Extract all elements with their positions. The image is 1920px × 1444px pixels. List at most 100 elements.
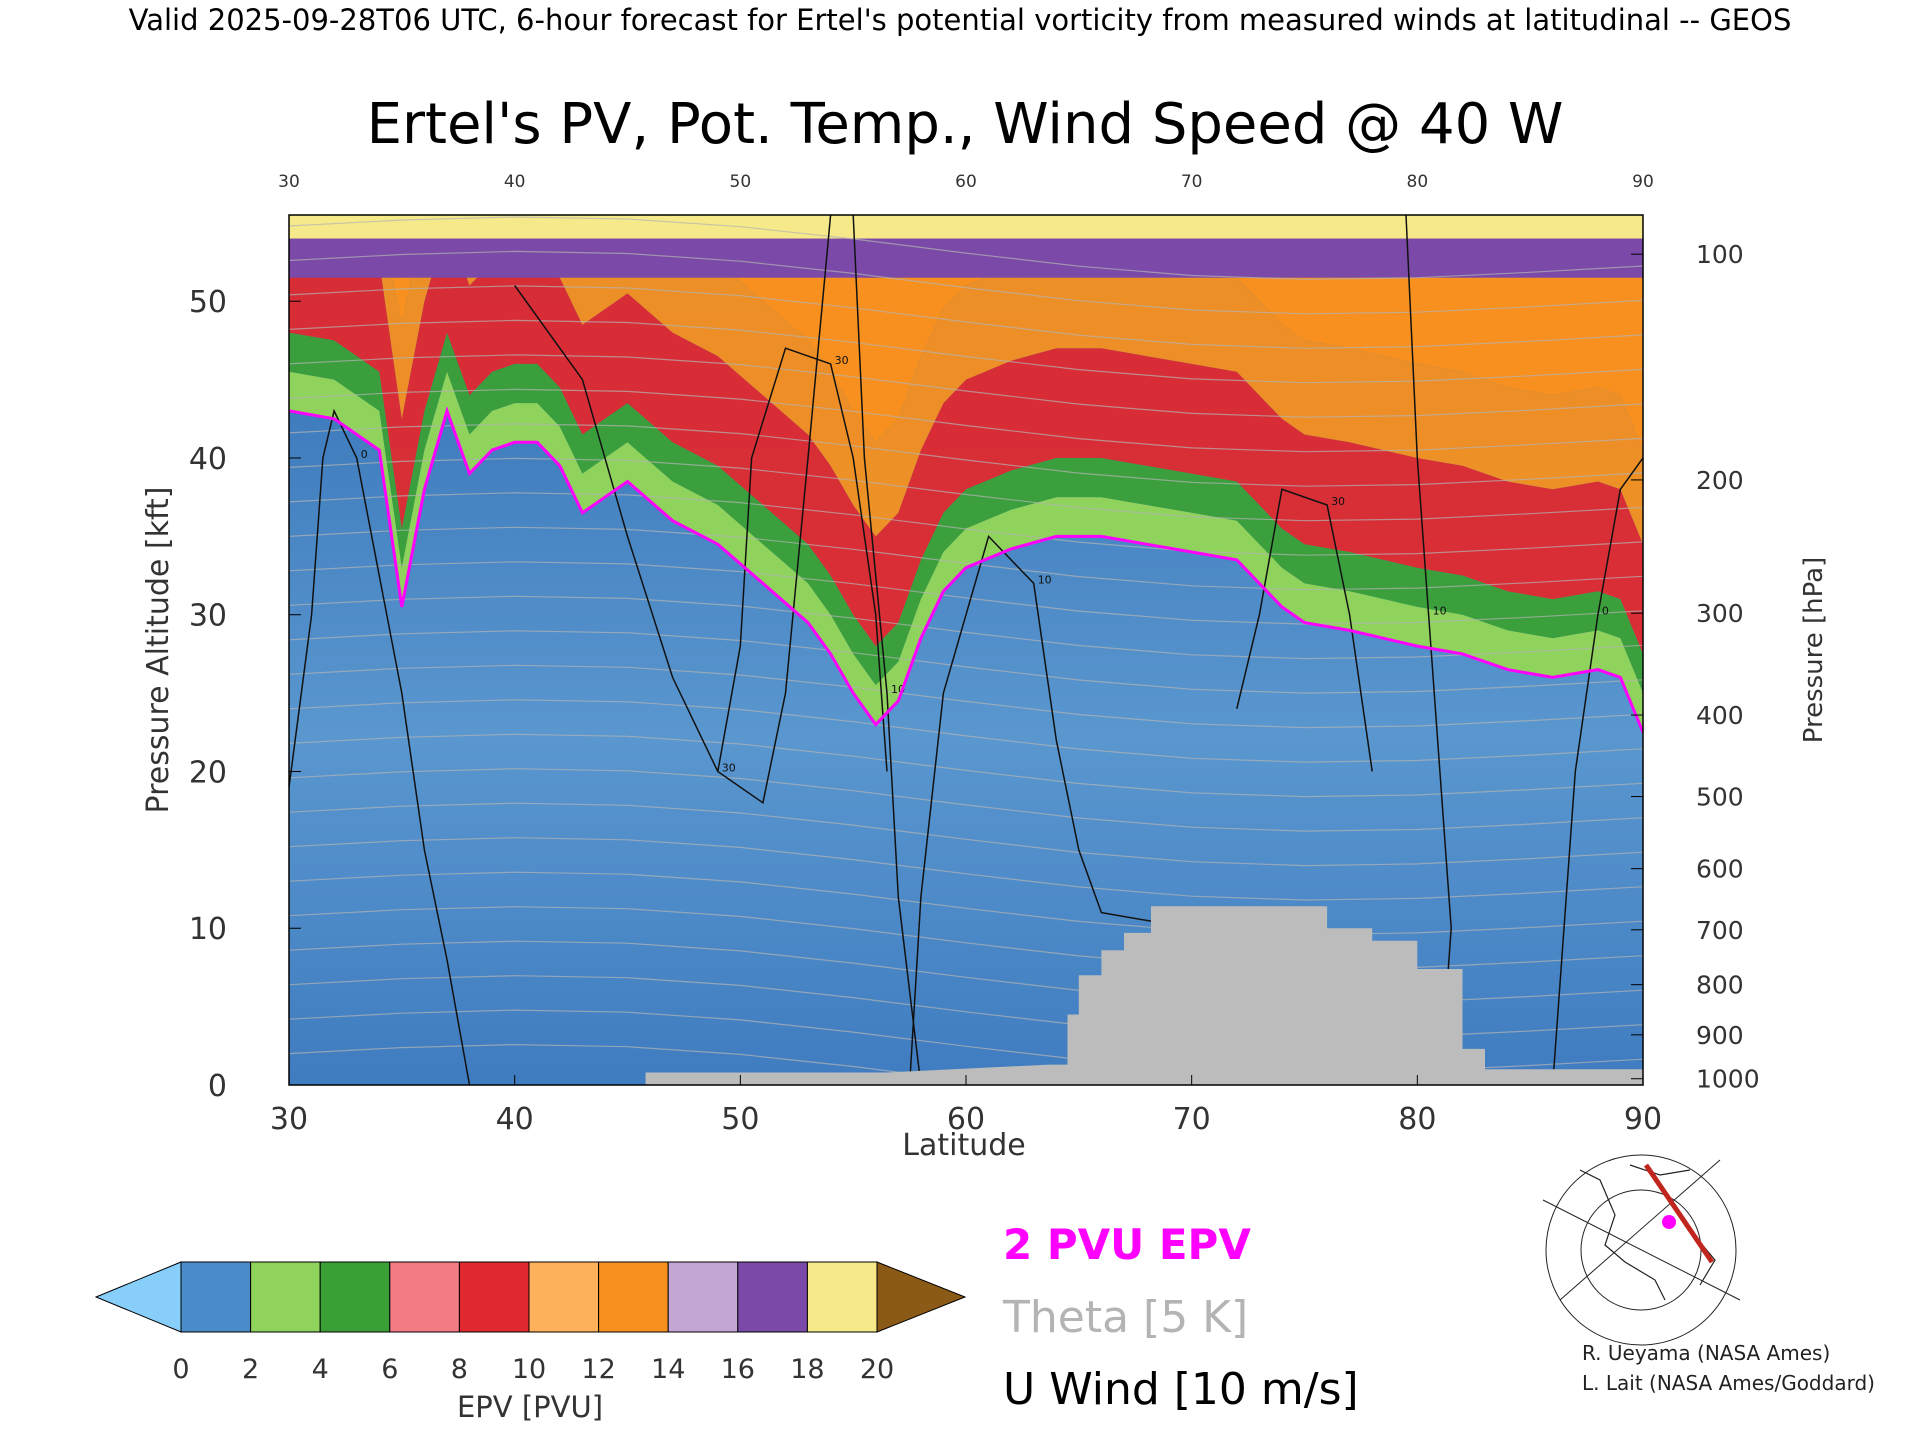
- wind-contour-30: [717, 347, 888, 772]
- y-tick-label-right: 200: [1696, 466, 1744, 495]
- x-tick-label-top: 50: [730, 172, 752, 192]
- y-axis-label-left: Pressure Altitude [kft]: [141, 487, 176, 814]
- theta-contour: [289, 733, 1643, 798]
- colorbar-swatch: [389, 1261, 460, 1333]
- credit-line-1: R. Ueyama (NASA Ames): [1582, 1341, 1830, 1365]
- colorbar-swatch: [528, 1261, 600, 1333]
- wind-contour-label: 0: [1602, 605, 1609, 618]
- y-tick-label-right: 600: [1696, 855, 1744, 884]
- theta-contour: [289, 871, 1643, 936]
- colorbar-swatch: [667, 1261, 739, 1333]
- theta-contour: [289, 630, 1643, 694]
- colorbar-tick-label: 4: [312, 1354, 329, 1385]
- y-tick-label-left: 20: [189, 755, 227, 790]
- theta-contour: [289, 561, 1643, 625]
- x-tick-label-bottom: 80: [1398, 1102, 1436, 1137]
- pv-band-purple: [289, 238, 1643, 278]
- terrain-mask: [645, 906, 1643, 1085]
- y-tick-label-right: 800: [1696, 971, 1744, 1000]
- wind-contour-0: [1551, 457, 1643, 1085]
- colorbar-tick-label: 18: [790, 1354, 824, 1385]
- x-tick-label-top: 30: [278, 172, 300, 192]
- y-tick-label-left: 0: [208, 1069, 227, 1104]
- colorbar-label: EPV [PVU]: [457, 1390, 603, 1424]
- colorbar-tick-label: 0: [172, 1354, 189, 1385]
- wind-contour-label: 10: [1038, 573, 1052, 586]
- theta-contour: [289, 423, 1643, 487]
- y-tick-label-right: 400: [1696, 701, 1744, 730]
- colorbar-tick-label: 20: [860, 1354, 894, 1385]
- theta-contour: [289, 595, 1643, 660]
- colorbar-swatch: [250, 1261, 321, 1333]
- x-tick-label-top: 80: [1407, 172, 1429, 192]
- legend-pv2: 2 PVU EPV: [1003, 1220, 1251, 1269]
- y-tick-label-left: 30: [189, 599, 227, 634]
- colorbar-swatch: [737, 1261, 808, 1333]
- wind-contour-0: [289, 408, 471, 1085]
- chart-title: Ertel's PV, Pot. Temp., Wind Speed @ 40 …: [367, 92, 1564, 157]
- x-tick-label-top: 60: [955, 172, 977, 192]
- pv-band-green: [289, 332, 1643, 694]
- colorbar-swatch: [806, 1261, 878, 1333]
- legend-u-wind: U Wind [10 m/s]: [1003, 1364, 1359, 1415]
- colorbar-tick-label: 12: [581, 1354, 615, 1385]
- pv-band-yellow-top: [289, 215, 1643, 239]
- y-tick-label-right: 300: [1696, 599, 1744, 628]
- colorbar-under-arrow: [94, 1261, 182, 1333]
- colorbar-over-arrow: [876, 1261, 967, 1333]
- wind-contour-label: 0: [361, 448, 368, 461]
- y-tick-label-right: 1000: [1696, 1065, 1760, 1094]
- colorbar-swatch: [458, 1261, 530, 1333]
- x-tick-label-bottom: 90: [1624, 1102, 1662, 1137]
- colorbar-swatch: [319, 1261, 391, 1333]
- pv-band-red: [289, 222, 1643, 654]
- wind-contour-label: 30: [1331, 495, 1345, 508]
- y-tick-label-left: 10: [189, 912, 227, 947]
- colorbar-tick-label: 10: [512, 1354, 546, 1385]
- theta-contour: [289, 768, 1643, 832]
- wind-contour-10: [1405, 215, 1452, 1085]
- top-caption: Valid 2025-09-28T06 UTC, 6-hour forecast…: [129, 3, 1792, 37]
- colorbar-swatch: [180, 1261, 252, 1333]
- colorbar-tick-label: 8: [451, 1354, 468, 1385]
- theta-contour: [289, 319, 1643, 384]
- theta-contour: [289, 216, 1643, 280]
- y-tick-label-right: 700: [1696, 916, 1744, 945]
- colorbar-tick-label: 16: [721, 1354, 755, 1385]
- x-tick-label-bottom: 70: [1173, 1102, 1211, 1137]
- theta-contour: [289, 250, 1643, 315]
- x-tick-label-top: 40: [504, 172, 526, 192]
- colorbar-swatch: [598, 1261, 669, 1333]
- legend-theta: Theta [5 K]: [1002, 1292, 1248, 1343]
- theta-contour: [289, 354, 1643, 418]
- x-tick-label-top: 70: [1181, 172, 1203, 192]
- theta-contour: [289, 526, 1643, 591]
- credit-line-2: L. Lait (NASA Ames/Goddard): [1582, 1371, 1875, 1395]
- x-tick-label-top: 90: [1632, 172, 1654, 192]
- wind-contour-label: 30: [722, 761, 736, 774]
- colorbar-tick-label: 2: [242, 1354, 259, 1385]
- y-tick-label-right: 500: [1696, 783, 1744, 812]
- wind-contour-label: 30: [835, 354, 849, 367]
- x-tick-label-bottom: 50: [721, 1102, 759, 1137]
- pv-band-orange: [289, 215, 1643, 545]
- colorbar-tick-label: 6: [381, 1354, 398, 1385]
- theta-contour: [289, 837, 1643, 901]
- x-tick-label-bottom: 40: [496, 1102, 534, 1137]
- y-tick-label-right: 900: [1696, 1021, 1744, 1050]
- pv2-tropopause-line: [289, 406, 1643, 733]
- wind-contour-label: 10: [1433, 605, 1447, 618]
- y-tick-label-right: 100: [1696, 240, 1744, 269]
- locator-map-icon: [1542, 1152, 1741, 1346]
- pv-band-lightgreen: [289, 371, 1643, 733]
- wind-contour-30: [1236, 488, 1373, 772]
- wind-contour-10: [908, 534, 1192, 1085]
- colorbar-tick-label: 14: [651, 1354, 685, 1385]
- y-tick-label-left: 50: [189, 285, 227, 320]
- y-tick-label-left: 40: [189, 442, 227, 477]
- y-axis-label-right: Pressure [hPa]: [1799, 557, 1829, 744]
- wind-contour-10: [852, 215, 922, 1085]
